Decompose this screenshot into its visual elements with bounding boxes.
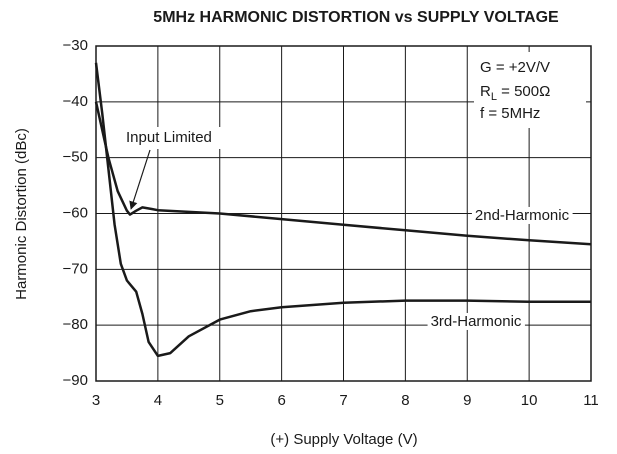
- series-line: [94, 101, 592, 246]
- condition-part: R: [480, 83, 491, 100]
- x-tick-label: 9: [463, 392, 471, 409]
- y-tick-label: −30: [63, 37, 88, 54]
- annotation: Input Limited: [126, 129, 212, 146]
- chart-title: 5MHz HARMONIC DISTORTION vs SUPPLY VOLTA…: [153, 9, 559, 26]
- x-tick-label: 6: [277, 392, 285, 409]
- x-tick-label: 5: [216, 392, 224, 409]
- y-tick-label: −40: [63, 93, 88, 110]
- series-label: 2nd-Harmonic: [475, 207, 570, 224]
- condition: G = +2V/V: [480, 59, 550, 76]
- plot-border: [95, 45, 592, 382]
- series-line: [94, 62, 591, 358]
- x-tick-label: 11: [583, 392, 599, 409]
- condition-part: L: [491, 91, 497, 103]
- x-axis-label: (+) Supply Voltage (V): [270, 431, 417, 448]
- y-tick-label: −70: [63, 260, 88, 277]
- y-tick-label: −60: [63, 204, 88, 221]
- series-label-bg: [471, 206, 573, 224]
- x-tick-label: 8: [401, 392, 409, 409]
- annotation-bg: [122, 127, 240, 149]
- y-tick-label: −80: [63, 316, 88, 333]
- x-tick-label: 4: [154, 392, 162, 409]
- series-label-bg: [427, 312, 525, 330]
- y-axis-label: Harmonic Distortion (dBc): [13, 128, 30, 300]
- series-label: 3rd-Harmonic: [431, 313, 522, 330]
- conditions-box: [474, 52, 586, 128]
- y-tick-label: −50: [63, 149, 88, 166]
- y-tick-label: −90: [63, 372, 88, 389]
- x-tick-label: 10: [521, 392, 538, 409]
- overlay: G = +2V/V RL = 500Ω f = 5MHz Input Limit…: [122, 52, 586, 330]
- condition: RL = 500Ω: [480, 83, 550, 103]
- x-tick-label: 3: [92, 392, 100, 409]
- condition-part: = 500Ω: [497, 83, 550, 100]
- condition: f = 5MHz: [480, 105, 540, 122]
- x-tick-label: 7: [339, 392, 347, 409]
- annotation-arrow: [129, 149, 151, 210]
